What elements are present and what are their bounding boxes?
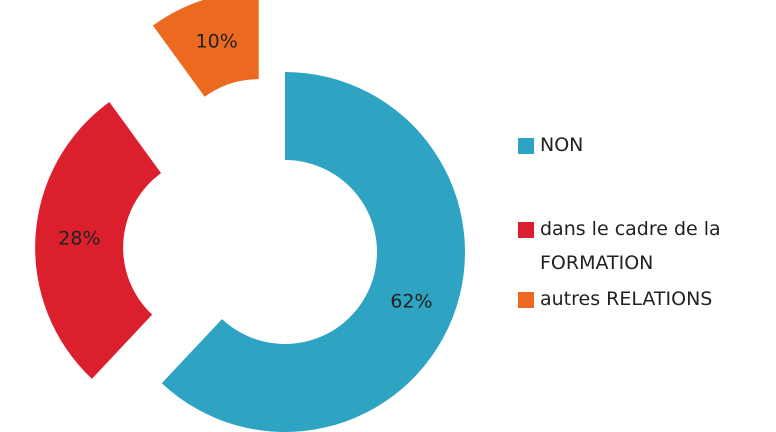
donut-slice [152,0,259,97]
legend-swatch [518,292,534,308]
legend-item: dans le cadre de la FORMATION [518,212,768,280]
legend-label: NON [540,134,584,156]
legend-swatch [518,222,534,238]
chart: 62% 28% 10% [35,0,465,432]
donut-slice [161,72,465,432]
legend-label: autres RELATIONS [540,288,713,310]
data-label: 62% [390,291,432,313]
donut-slice [35,101,162,379]
legend-item: autres RELATIONS [518,282,768,316]
legend-label: dans le cadre de la FORMATION [540,218,721,274]
data-label: 10% [196,30,238,52]
legend-swatch [518,138,534,154]
legend: NON dans le cadre de la FORMATION autres R… [518,0,776,432]
data-label: 28% [58,228,100,250]
legend-item: NON [518,128,768,162]
